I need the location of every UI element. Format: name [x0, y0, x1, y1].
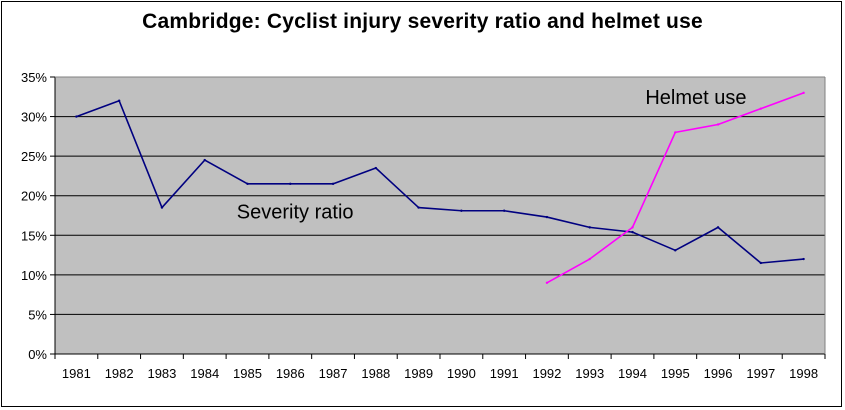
- x-tick-label: 1996: [704, 366, 733, 381]
- x-tick-label: 1984: [190, 366, 219, 381]
- data-point: [417, 206, 420, 209]
- y-tick-label: 25%: [21, 149, 47, 164]
- data-point: [160, 206, 164, 209]
- x-tick-label: 1998: [789, 366, 818, 381]
- data-point: [674, 249, 677, 252]
- data-point: [75, 115, 78, 118]
- x-tick-label: 1981: [62, 366, 91, 381]
- x-tick-label: 1991: [490, 366, 519, 381]
- data-point: [802, 257, 805, 261]
- x-tick-label: 1995: [661, 366, 690, 381]
- x-tick-label: 1993: [575, 366, 604, 381]
- x-tick-label: 1994: [618, 366, 647, 381]
- x-tick-label: 1990: [447, 366, 476, 381]
- chart-title: Cambridge: Cyclist injury severity ratio…: [142, 10, 703, 33]
- data-point: [545, 281, 549, 284]
- y-tick-label: 5%: [28, 307, 47, 322]
- data-point: [759, 107, 763, 110]
- severity-ratio-label: Severity ratio: [237, 202, 354, 224]
- data-point: [289, 182, 292, 186]
- data-point: [716, 123, 720, 126]
- helmet-use-label: Helmet use: [645, 87, 746, 109]
- data-point: [716, 226, 720, 229]
- x-tick-label: 1989: [404, 366, 433, 381]
- x-tick-label: 1982: [105, 366, 134, 381]
- data-point: [502, 209, 506, 212]
- y-tick-label: 15%: [21, 228, 47, 243]
- data-point: [374, 166, 378, 170]
- y-tick-label: 10%: [21, 268, 47, 283]
- x-tick-label: 1987: [319, 366, 348, 381]
- data-point: [631, 230, 634, 234]
- data-point: [246, 182, 249, 186]
- y-tick-label: 35%: [21, 70, 47, 85]
- series-line: [76, 99, 804, 264]
- data-point: [203, 158, 206, 162]
- y-tick-label: 0%: [28, 347, 47, 362]
- data-point: [331, 182, 335, 186]
- x-tick-label: 1992: [532, 366, 561, 381]
- data-point: [588, 226, 591, 229]
- x-tick-label: 1997: [746, 366, 775, 381]
- x-tick-label: 1988: [361, 366, 390, 381]
- x-tick-label: 1983: [147, 366, 176, 381]
- data-point: [802, 91, 805, 95]
- x-tick-label: 1986: [276, 366, 305, 381]
- x-tick-label: 1985: [233, 366, 262, 381]
- data-point: [117, 99, 121, 102]
- data-point: [545, 215, 549, 219]
- y-tick-label: 30%: [21, 110, 47, 125]
- y-tick-label: 20%: [21, 189, 47, 204]
- data-point: [631, 226, 634, 229]
- data-point: [674, 131, 677, 134]
- data-point: [460, 209, 463, 212]
- data-point: [759, 261, 763, 265]
- plot-area: [55, 77, 825, 354]
- data-point: [588, 257, 591, 261]
